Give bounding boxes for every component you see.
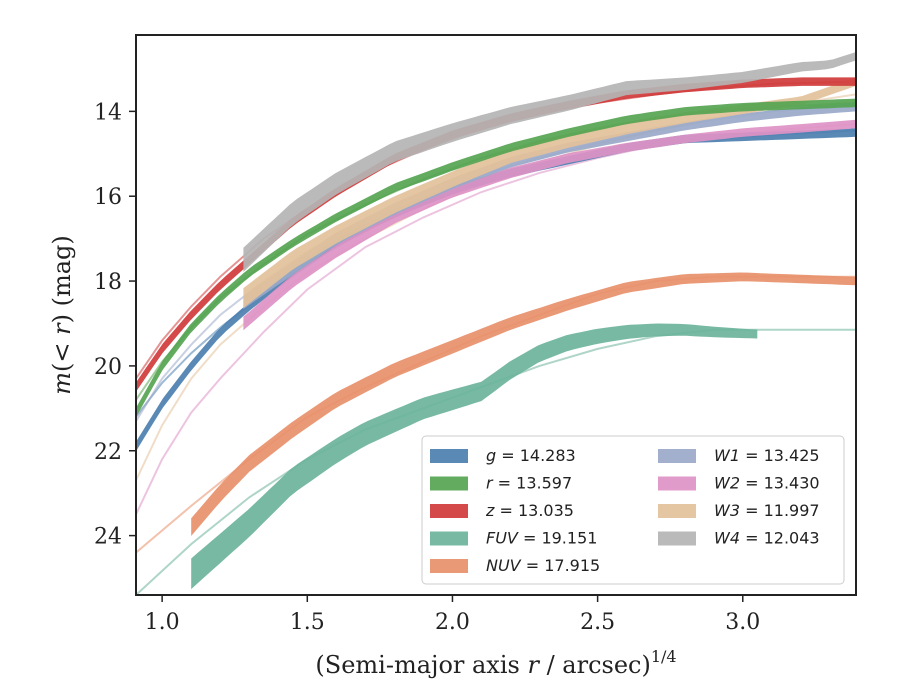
legend-label-z: z = 13.035 <box>485 501 574 520</box>
legend: g = 14.283 r = 13.597 z = 13.035 FUV = 19.1… <box>421 435 845 585</box>
legend-swatch-r <box>430 476 468 491</box>
legend-swatch-w1 <box>658 449 696 463</box>
x-tick-label: 2.5 <box>580 610 615 635</box>
series-w3-profile-band <box>243 77 856 309</box>
x-tick-label: 2.0 <box>435 610 470 635</box>
y-tick-label: 16 <box>94 185 122 210</box>
x-tick-label: 3.0 <box>725 610 760 635</box>
y-tick-label: 24 <box>94 525 122 550</box>
legend-label-nuv: NUV = 17.915 <box>486 556 600 575</box>
legend-label-w3: W3 = 11.997 <box>714 501 820 520</box>
y-tick-label: 20 <box>94 355 122 380</box>
y-tick-label: 22 <box>94 440 122 465</box>
legend-label-w2: W2 = 13.430 <box>714 474 820 493</box>
legend-swatch-w4 <box>658 531 696 546</box>
y-tick-label: 18 <box>94 270 122 295</box>
legend-swatch-nuv <box>430 559 468 573</box>
axes-frame <box>135 34 857 596</box>
y-axis-title: m(< r) (mag) <box>48 235 76 395</box>
x-tick-label: 1.5 <box>290 610 325 635</box>
legend-box <box>421 435 845 585</box>
legend-label-fuv: FUV = 19.151 <box>486 529 597 548</box>
x-axis-title: (Semi-major axis r / arcsec)1/4 <box>315 647 676 679</box>
legend-label-w4: W4 = 12.043 <box>714 529 820 548</box>
series-nuv-profile-band <box>191 272 856 536</box>
y-tick-label: 14 <box>94 100 122 125</box>
legend-swatch-w2 <box>658 476 696 491</box>
legend-swatch-g <box>430 449 468 463</box>
legend-label-w1: W1 = 13.425 <box>714 446 820 465</box>
axis-ticks: 1.0 1.5 2.0 2.5 3.0 14 16 18 20 22 24 <box>94 100 760 635</box>
legend-swatch-fuv <box>430 531 468 546</box>
legend-swatch-z <box>430 504 468 518</box>
legend-label-r: r = 13.597 <box>486 474 572 493</box>
series-w4-profile-band <box>243 52 856 272</box>
plot-area <box>136 52 856 595</box>
series-w2-profile-band <box>243 119 856 331</box>
legend-swatch-w3 <box>658 504 696 518</box>
x-tick-label: 1.0 <box>145 610 180 635</box>
legend-label-g: g = 14.283 <box>486 446 576 465</box>
